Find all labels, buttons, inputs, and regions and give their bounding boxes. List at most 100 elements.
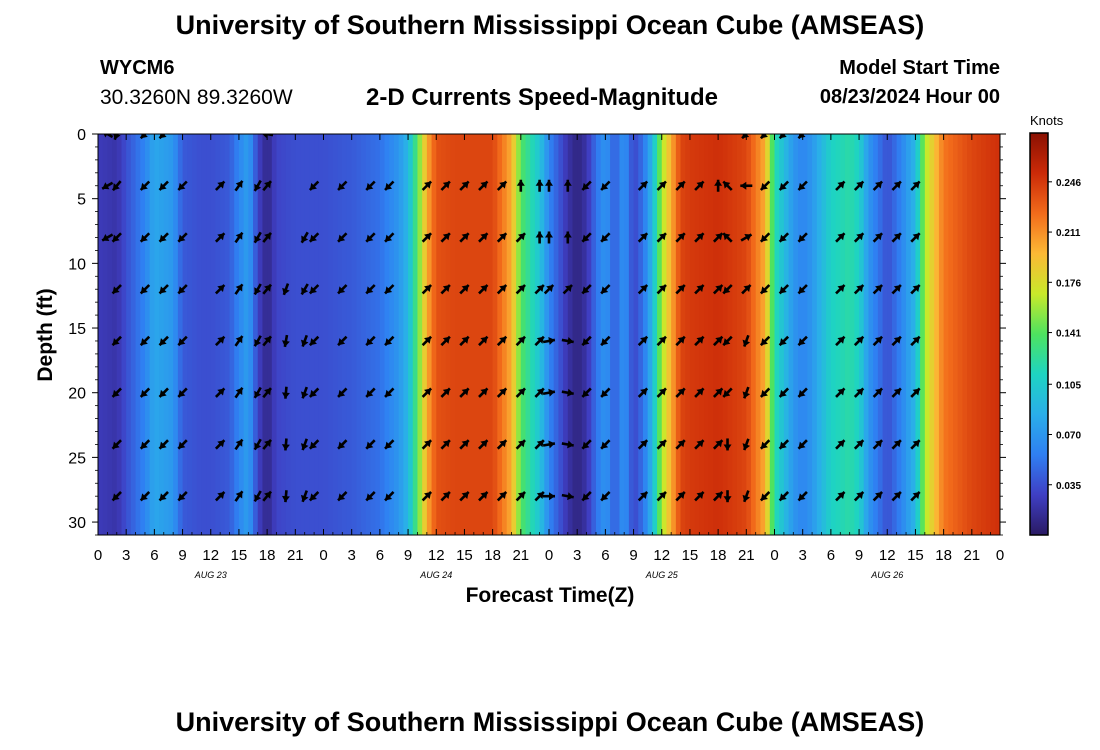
heatmap-cell: [929, 134, 935, 535]
current-arrow: [308, 491, 320, 502]
heatmap-cell: [140, 134, 146, 535]
current-arrow: [337, 387, 348, 398]
heatmap-cell: [920, 134, 926, 535]
current-arrow: [778, 180, 790, 191]
current-arrow: [581, 180, 592, 191]
heatmap-cell: [924, 134, 931, 535]
heatmap-cell: [356, 134, 362, 535]
x-axis: 0 3 6 9 12 15 18 21 0 3 6 9 12 15 18 21 0 3 6 9 12 15 18 21 0 3 6 9…: [94, 134, 1004, 580]
x-tick-label: 3: [348, 547, 356, 564]
current-arrow: [872, 284, 884, 295]
heatmap-cell: [619, 134, 625, 535]
current-arrow: [384, 439, 395, 450]
heatmap-cell: [948, 134, 954, 535]
current-arrow: [561, 388, 574, 397]
current-arrow: [515, 335, 526, 347]
current-arrow: [759, 491, 771, 502]
current-arrow: [459, 491, 470, 502]
heatmap-cell: [549, 134, 555, 535]
heatmap-cell: [116, 134, 123, 535]
current-arrow: [139, 180, 151, 191]
heatmap-cell: [257, 134, 264, 535]
current-arrow: [872, 387, 884, 398]
current-arrow: [496, 232, 508, 243]
current-arrow: [656, 180, 667, 191]
heatmap-cell: [98, 134, 104, 535]
heatmap-cell: [431, 134, 437, 535]
heatmap-cell: [332, 134, 339, 535]
current-arrow: [741, 134, 750, 140]
heatmap-cell: [558, 134, 564, 535]
current-arrow: [365, 439, 376, 450]
heatmap-cell: [422, 134, 428, 535]
heatmap-cell: [859, 134, 865, 535]
heatmap-cell: [652, 134, 658, 535]
colorbar-tick-label: 0.176: [1056, 278, 1081, 289]
x-tick-label: 6: [827, 547, 835, 564]
current-arrow: [675, 335, 686, 347]
heatmap-cell: [642, 134, 649, 535]
current-arrow: [675, 439, 686, 450]
current-arrow: [253, 438, 262, 451]
x-tick-label: 0: [94, 547, 102, 564]
x-tick-label: 9: [178, 547, 186, 564]
current-arrow: [308, 439, 320, 450]
current-arrow: [214, 387, 226, 398]
heatmap-cell: [581, 134, 588, 535]
current-arrow: [797, 335, 808, 347]
y-axis: 0 5 10 15 20 25 30: [68, 127, 1006, 536]
current-arrow: [337, 335, 348, 347]
current-arrow: [113, 134, 121, 141]
current-arrow: [563, 231, 572, 244]
current-arrow: [535, 231, 544, 244]
x-tick-label: 3: [573, 547, 581, 564]
current-arrow: [656, 335, 667, 347]
x-tick-label: 15: [907, 547, 924, 564]
current-arrow: [778, 134, 787, 140]
current-arrow: [835, 491, 846, 502]
model-start-value: 08/23/2024 Hour 00: [819, 86, 1000, 108]
current-arrow: [853, 180, 865, 191]
heatmap-cell: [483, 134, 489, 535]
current-arrow: [543, 284, 555, 295]
heatmap-cell: [563, 134, 569, 535]
current-arrow: [872, 232, 884, 243]
heatmap-cell: [981, 134, 987, 535]
current-arrow: [853, 232, 865, 243]
current-arrow: [872, 335, 884, 347]
heatmap-cell: [361, 134, 367, 535]
current-arrow: [384, 491, 395, 502]
current-arrow: [365, 232, 376, 243]
heatmap-cell: [901, 134, 907, 535]
current-arrow: [262, 232, 272, 243]
current-arrow: [853, 491, 865, 502]
heatmap-cell: [281, 134, 287, 535]
heatmap-cell: [854, 134, 860, 535]
heatmap-cell: [337, 134, 343, 535]
current-arrow: [459, 180, 470, 191]
current-arrow: [281, 490, 290, 503]
current-arrow: [543, 492, 555, 501]
x-tick-label: 6: [150, 547, 158, 564]
current-arrow: [712, 284, 724, 295]
heatmap-cell: [835, 134, 841, 535]
heatmap-cell: [243, 134, 249, 535]
current-arrow: [835, 335, 846, 347]
current-arrow: [177, 284, 188, 295]
current-arrow: [759, 232, 771, 243]
current-arrow: [600, 387, 611, 398]
current-arrow: [759, 439, 771, 450]
x-tick-label: 18: [259, 547, 276, 564]
heatmap-cell: [976, 134, 982, 535]
heatmap-cell: [206, 134, 212, 535]
current-arrow: [712, 439, 724, 450]
current-arrow: [496, 491, 508, 502]
heatmap-cell: [187, 134, 193, 535]
current-arrow: [872, 439, 884, 450]
current-arrow: [300, 283, 309, 296]
heatmap-cell: [732, 134, 738, 535]
heatmap-cell: [154, 134, 160, 535]
y-tick-label: 25: [68, 450, 86, 467]
current-arrow: [515, 387, 526, 398]
